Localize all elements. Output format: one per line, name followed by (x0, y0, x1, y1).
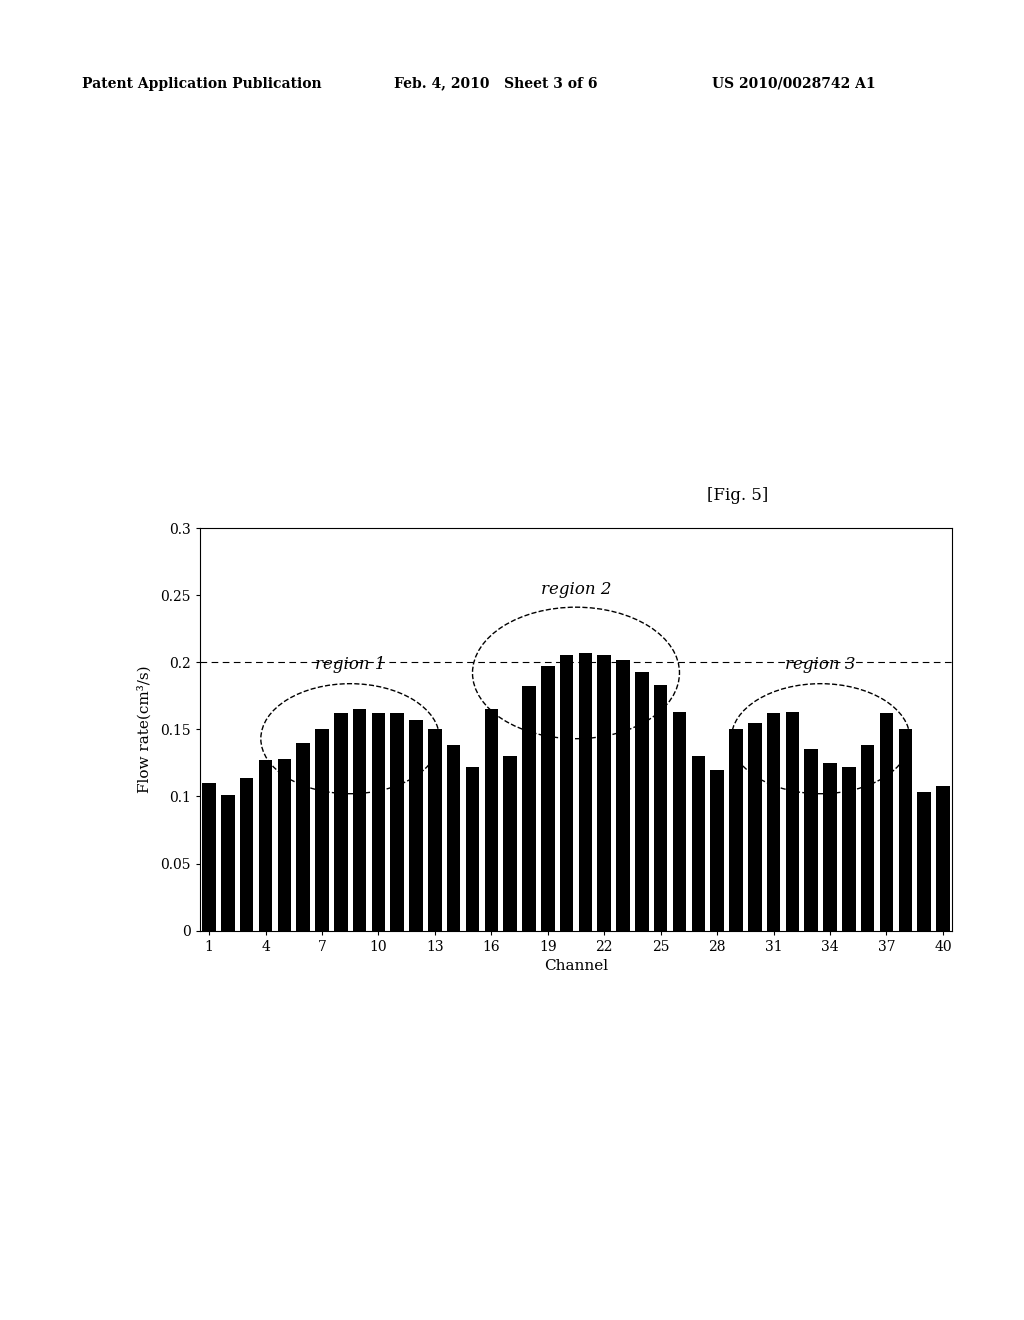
Bar (579, 653, 592, 931)
Bar (711, 770, 724, 931)
Bar (880, 713, 893, 931)
Bar (504, 756, 517, 931)
Bar (898, 729, 912, 931)
Bar (203, 783, 216, 931)
Bar (390, 713, 404, 931)
Bar (410, 719, 423, 931)
Bar (240, 777, 254, 931)
Bar (805, 750, 818, 931)
Bar (315, 729, 329, 931)
Text: Patent Application Publication: Patent Application Publication (82, 77, 322, 91)
Bar (259, 760, 272, 931)
Bar (484, 709, 498, 931)
Bar (823, 763, 837, 931)
Bar (635, 672, 648, 931)
Bar (767, 713, 780, 931)
Bar (221, 795, 234, 931)
Bar (372, 713, 385, 931)
Bar (654, 685, 668, 931)
Bar (428, 729, 441, 931)
Bar (616, 660, 630, 931)
Bar (466, 767, 479, 931)
Bar (729, 729, 742, 931)
Bar (842, 767, 856, 931)
Bar (597, 656, 611, 931)
Bar (861, 746, 874, 931)
Text: region 3: region 3 (785, 656, 856, 673)
Text: region 1: region 1 (315, 656, 385, 673)
Bar (522, 686, 536, 931)
Bar (936, 785, 949, 931)
Text: US 2010/0028742 A1: US 2010/0028742 A1 (712, 77, 876, 91)
Bar (785, 711, 799, 931)
Text: [Fig. 5]: [Fig. 5] (707, 487, 768, 504)
Bar (691, 756, 706, 931)
Bar (334, 713, 347, 931)
X-axis label: Channel: Channel (544, 960, 608, 973)
Bar (748, 722, 762, 931)
Bar (673, 711, 686, 931)
Bar (446, 746, 461, 931)
Text: Feb. 4, 2010   Sheet 3 of 6: Feb. 4, 2010 Sheet 3 of 6 (394, 77, 598, 91)
Text: region 2: region 2 (541, 581, 611, 598)
Bar (353, 709, 367, 931)
Bar (560, 656, 573, 931)
Y-axis label: Flow rate(cm³/s): Flow rate(cm³/s) (137, 665, 152, 793)
Bar (296, 743, 310, 931)
Bar (278, 759, 291, 931)
Bar (541, 667, 555, 931)
Bar (918, 792, 931, 931)
